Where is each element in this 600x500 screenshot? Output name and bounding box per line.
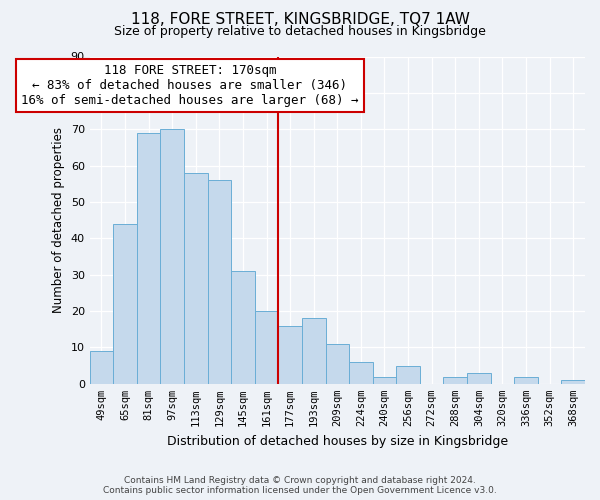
Text: 118 FORE STREET: 170sqm
← 83% of detached houses are smaller (346)
16% of semi-d: 118 FORE STREET: 170sqm ← 83% of detache… xyxy=(21,64,359,107)
Bar xyxy=(113,224,137,384)
Bar xyxy=(231,271,255,384)
Bar xyxy=(396,366,420,384)
Y-axis label: Number of detached properties: Number of detached properties xyxy=(52,127,65,313)
Bar xyxy=(467,373,491,384)
Bar xyxy=(89,351,113,384)
X-axis label: Distribution of detached houses by size in Kingsbridge: Distribution of detached houses by size … xyxy=(167,434,508,448)
Bar xyxy=(326,344,349,384)
Bar xyxy=(184,173,208,384)
Bar xyxy=(562,380,585,384)
Bar xyxy=(278,326,302,384)
Text: Size of property relative to detached houses in Kingsbridge: Size of property relative to detached ho… xyxy=(114,25,486,38)
Bar xyxy=(302,318,326,384)
Text: Contains HM Land Registry data © Crown copyright and database right 2024.
Contai: Contains HM Land Registry data © Crown c… xyxy=(103,476,497,495)
Text: 118, FORE STREET, KINGSBRIDGE, TQ7 1AW: 118, FORE STREET, KINGSBRIDGE, TQ7 1AW xyxy=(131,12,469,28)
Bar xyxy=(255,311,278,384)
Bar xyxy=(514,376,538,384)
Bar xyxy=(373,376,396,384)
Bar xyxy=(443,376,467,384)
Bar xyxy=(137,133,160,384)
Bar xyxy=(208,180,231,384)
Bar xyxy=(349,362,373,384)
Bar xyxy=(160,129,184,384)
